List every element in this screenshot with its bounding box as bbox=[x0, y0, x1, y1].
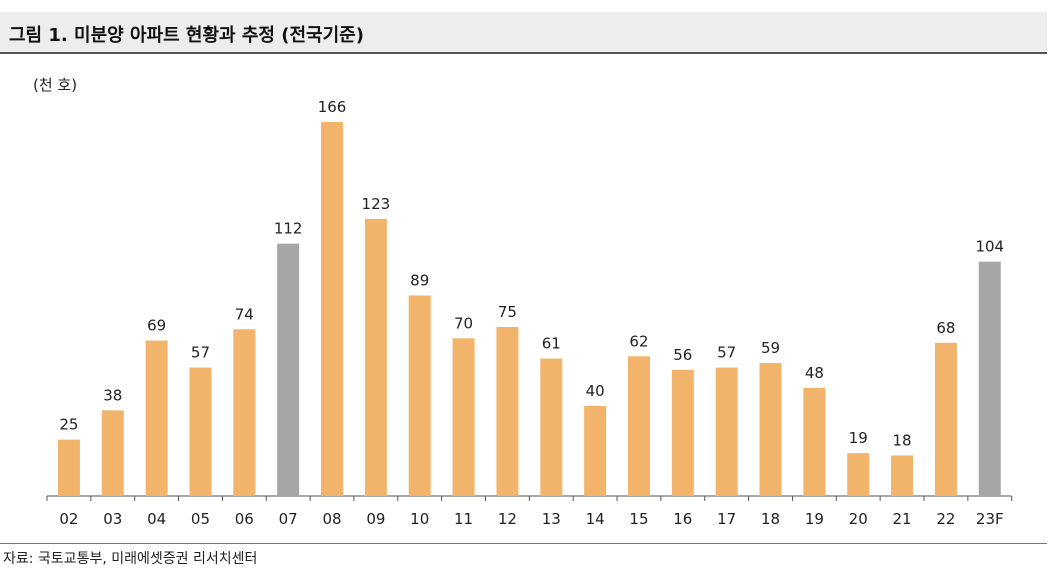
bar-20 bbox=[847, 453, 870, 496]
bar-21 bbox=[891, 455, 914, 496]
data-label-11: 70 bbox=[454, 314, 473, 332]
bar-18 bbox=[759, 363, 782, 496]
bar-11 bbox=[452, 338, 475, 496]
x-tick-label-18: 18 bbox=[761, 510, 780, 528]
bar-14 bbox=[584, 405, 607, 496]
data-label-10: 89 bbox=[410, 271, 429, 289]
data-label-09: 123 bbox=[362, 195, 391, 213]
x-tick-label-20: 20 bbox=[849, 510, 868, 528]
data-label-19: 48 bbox=[805, 364, 824, 382]
x-tick-label-10: 10 bbox=[410, 510, 429, 528]
bar-08 bbox=[321, 122, 344, 496]
x-tick-label-22: 22 bbox=[936, 510, 955, 528]
data-label-20: 19 bbox=[849, 429, 868, 447]
bar-17 bbox=[715, 367, 738, 496]
data-label-06: 74 bbox=[235, 305, 254, 323]
bar-09 bbox=[364, 218, 387, 496]
bar-07 bbox=[277, 243, 300, 496]
x-tick-label-07: 07 bbox=[279, 510, 298, 528]
bar-10 bbox=[408, 295, 431, 496]
bar-06 bbox=[233, 329, 256, 496]
bar-23F bbox=[978, 261, 1001, 496]
data-label-18: 59 bbox=[761, 339, 780, 357]
data-label-22: 68 bbox=[936, 319, 955, 337]
x-tick-label-14: 14 bbox=[586, 510, 605, 528]
data-label-23F: 104 bbox=[975, 238, 1004, 256]
title-bar: 그림 1. 미분양 아파트 현황과 추정 (전국기준) bbox=[0, 12, 1047, 54]
x-tick-label-06: 06 bbox=[235, 510, 254, 528]
data-label-21: 18 bbox=[893, 431, 912, 449]
x-tick-label-05: 05 bbox=[191, 510, 210, 528]
data-label-14: 40 bbox=[586, 382, 605, 400]
data-label-17: 57 bbox=[717, 344, 736, 362]
bar-05 bbox=[189, 367, 212, 496]
data-label-07: 112 bbox=[274, 220, 303, 238]
x-tick-label-04: 04 bbox=[147, 510, 166, 528]
bar-15 bbox=[627, 356, 650, 496]
x-tick-label-23F: 23F bbox=[976, 510, 1004, 528]
x-tick-label-19: 19 bbox=[805, 510, 824, 528]
data-label-04: 69 bbox=[147, 317, 166, 335]
bar-03 bbox=[101, 410, 124, 496]
x-tick-label-15: 15 bbox=[629, 510, 648, 528]
data-label-05: 57 bbox=[191, 344, 210, 362]
x-tick-label-12: 12 bbox=[498, 510, 517, 528]
bar-13 bbox=[540, 358, 563, 496]
data-label-02: 25 bbox=[59, 416, 78, 434]
data-label-15: 62 bbox=[629, 332, 648, 350]
x-tick-label-02: 02 bbox=[59, 510, 78, 528]
bar-19 bbox=[803, 387, 826, 496]
x-tick-label-17: 17 bbox=[717, 510, 736, 528]
bar-chart: 25 02 38 03 69 04 57 05 74 06 112 07 166 08 123 09 89 10 7… bbox=[46, 98, 1013, 528]
bar-22 bbox=[934, 342, 957, 496]
x-tick-label-03: 03 bbox=[103, 510, 122, 528]
data-label-16: 56 bbox=[673, 346, 692, 364]
data-label-12: 75 bbox=[498, 303, 517, 321]
x-tick-label-11: 11 bbox=[454, 510, 473, 528]
data-label-08: 166 bbox=[318, 98, 347, 116]
chart-title: 그림 1. 미분양 아파트 현황과 추정 (전국기준) bbox=[9, 25, 364, 46]
x-tick-label-09: 09 bbox=[366, 510, 385, 528]
source-divider bbox=[0, 543, 1047, 544]
x-tick-label-21: 21 bbox=[893, 510, 912, 528]
y-axis-unit-label: (천 호) bbox=[33, 76, 78, 94]
x-tick-label-13: 13 bbox=[542, 510, 561, 528]
data-label-13: 61 bbox=[542, 335, 561, 353]
bar-04 bbox=[145, 340, 168, 496]
x-tick-label-08: 08 bbox=[322, 510, 341, 528]
bar-12 bbox=[496, 327, 519, 496]
bar-02 bbox=[57, 439, 80, 496]
bar-16 bbox=[671, 369, 694, 496]
source-note: 자료: 국토교통부, 미래에셋증권 리서치센터 bbox=[3, 551, 258, 567]
x-tick-label-16: 16 bbox=[673, 510, 692, 528]
data-label-03: 38 bbox=[103, 386, 122, 404]
